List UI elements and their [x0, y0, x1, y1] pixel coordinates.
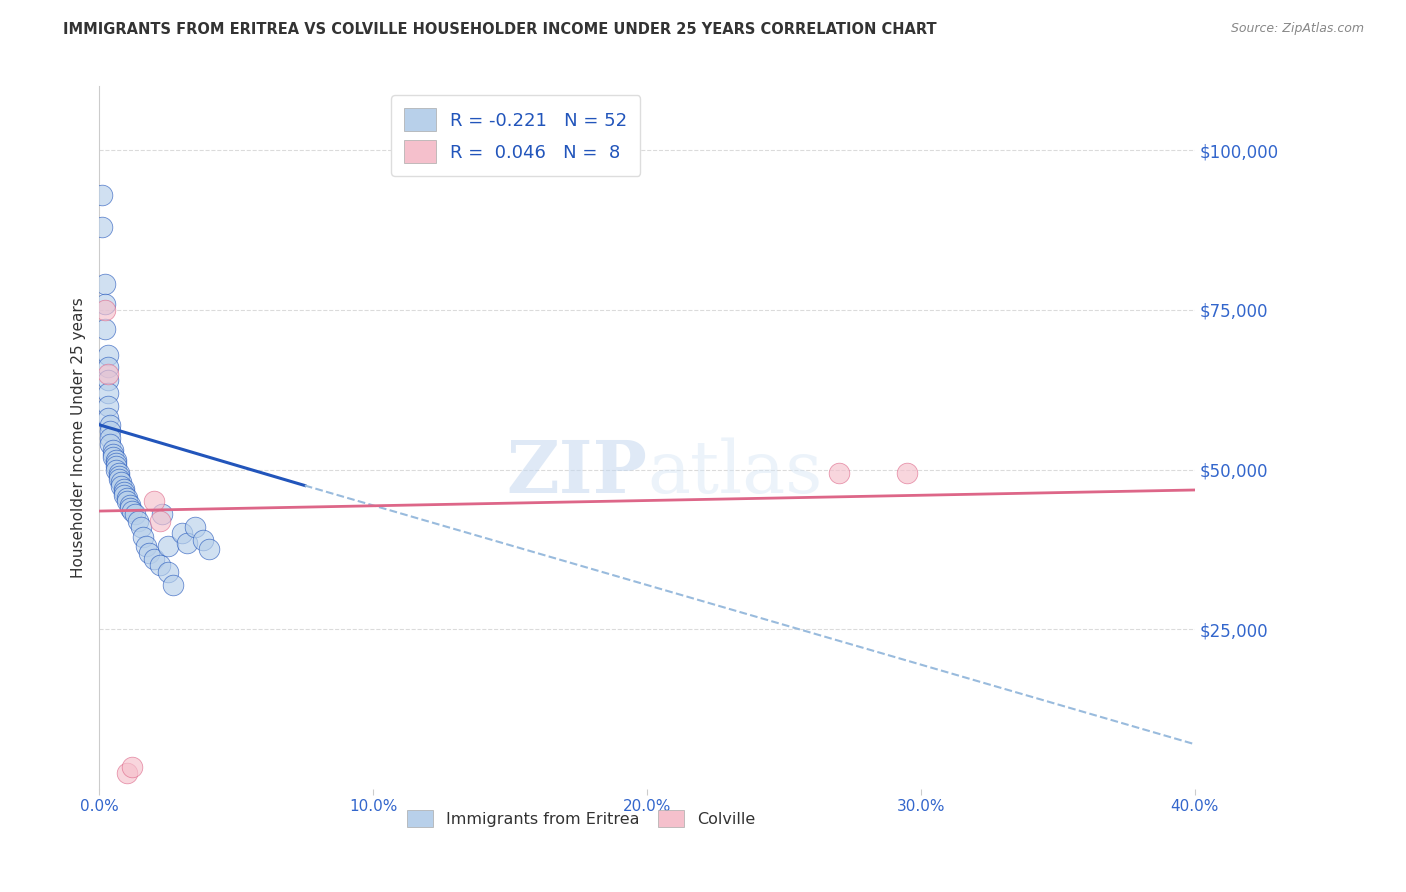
Point	[101, 443, 124, 458]
Point	[143, 552, 166, 566]
Point	[129, 520, 152, 534]
Point	[107, 466, 129, 480]
Point	[104, 459, 127, 474]
Point	[176, 536, 198, 550]
Point	[97, 360, 120, 375]
Point	[193, 533, 215, 547]
Point	[94, 296, 117, 310]
Point	[94, 277, 117, 292]
Point	[149, 558, 172, 573]
Point	[91, 219, 114, 234]
Point	[107, 469, 129, 483]
Text: IMMIGRANTS FROM ERITREA VS COLVILLE HOUSEHOLDER INCOME UNDER 25 YEARS CORRELATIO: IMMIGRANTS FROM ERITREA VS COLVILLE HOUS…	[63, 22, 936, 37]
Point	[162, 577, 184, 591]
Point	[107, 472, 129, 486]
Point	[97, 348, 120, 362]
Point	[110, 475, 132, 490]
Point	[97, 411, 120, 425]
Point	[115, 765, 138, 780]
Point	[143, 494, 166, 508]
Point	[112, 484, 135, 499]
Point	[104, 456, 127, 470]
Point	[827, 466, 849, 480]
Point	[115, 494, 138, 508]
Point	[94, 322, 117, 336]
Point	[149, 514, 172, 528]
Point	[97, 367, 120, 381]
Text: ZIP: ZIP	[506, 437, 647, 508]
Point	[198, 542, 221, 557]
Point	[132, 530, 155, 544]
Point	[100, 424, 122, 438]
Point	[135, 539, 157, 553]
Y-axis label: Householder Income Under 25 years: Householder Income Under 25 years	[72, 297, 86, 578]
Point	[94, 302, 117, 317]
Point	[121, 759, 143, 773]
Point	[115, 491, 138, 506]
Point	[91, 188, 114, 202]
Point	[170, 526, 193, 541]
Point	[138, 545, 160, 559]
Point	[112, 482, 135, 496]
Point	[121, 504, 143, 518]
Point	[100, 431, 122, 445]
Point	[156, 539, 179, 553]
Point	[184, 520, 207, 534]
Point	[97, 373, 120, 387]
Point	[110, 478, 132, 492]
Point	[104, 453, 127, 467]
Point	[118, 498, 141, 512]
Point	[104, 462, 127, 476]
Point	[112, 488, 135, 502]
Point	[101, 450, 124, 464]
Point	[152, 508, 174, 522]
Point	[118, 500, 141, 515]
Text: atlas: atlas	[647, 437, 823, 508]
Legend: Immigrants from Eritrea, Colville: Immigrants from Eritrea, Colville	[401, 804, 762, 834]
Point	[97, 385, 120, 400]
Point	[124, 508, 146, 522]
Point	[156, 565, 179, 579]
Point	[101, 447, 124, 461]
Point	[896, 466, 918, 480]
Point	[100, 437, 122, 451]
Text: Source: ZipAtlas.com: Source: ZipAtlas.com	[1230, 22, 1364, 36]
Point	[127, 514, 149, 528]
Point	[100, 417, 122, 432]
Point	[97, 399, 120, 413]
